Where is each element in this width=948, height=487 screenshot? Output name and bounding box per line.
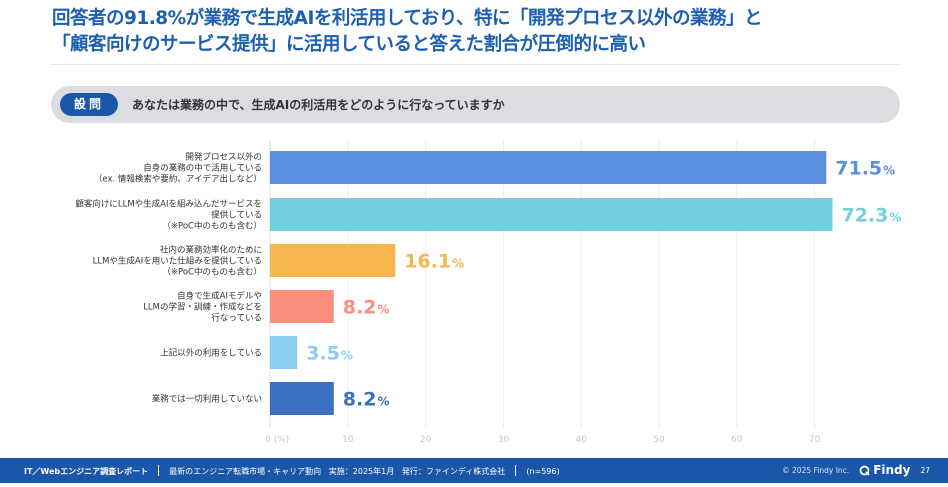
bar: [270, 198, 833, 231]
x-tick-label: 40: [575, 435, 587, 445]
footer-date: 実施：2025年1月: [328, 467, 395, 476]
value-label: 8.2%: [343, 389, 390, 411]
title-divider: [50, 64, 900, 65]
category-label: 顧客向けにLLMや生成AIを組み込んだサービスを提供している（※PoC中のものも…: [75, 199, 262, 232]
value-label: 72.3%: [841, 205, 901, 227]
category-label: 上記以外の利用をしている: [160, 348, 262, 359]
bar: [270, 244, 396, 277]
category-label: 社内の業務効率化のために LLMや生成AIを用いた仕組みを提供している（※PoC中…: [93, 245, 262, 278]
footer-report-title: IT／Webエンジニア調査レポート: [24, 467, 149, 476]
title-line-1: 回答者の91.8%が業務で生成AIを利活用しており、特に「開発プロセス以外の業務…: [52, 8, 763, 29]
x-tick-label: 10: [342, 435, 354, 445]
x-tick-label: 60: [731, 435, 743, 445]
bar: [270, 151, 827, 184]
x-tick-label: 70: [809, 435, 821, 445]
x-tick-label: 50: [653, 435, 665, 445]
bar: [270, 336, 298, 369]
value-label: 16.1%: [404, 251, 464, 273]
value-label: 8.2%: [343, 297, 390, 319]
category-label: 自身で生成AIモデルや LLMの学習・訓練・作成などを行なっている: [143, 291, 262, 324]
footer-divider: [158, 465, 160, 476]
question-text: あなたは業務の中で、生成AIの利活用をどのように行なっていますか: [132, 98, 505, 112]
category-label: 開発プロセス以外の自身の業務の中で活用している（ex. 情報検索や要約、アイデア…: [94, 152, 262, 185]
page-title: 回答者の91.8%が業務で生成AIを利活用しており、特に「開発プロセス以外の業務…: [52, 6, 763, 58]
findy-logo-icon: [859, 465, 870, 476]
x-tick-label: 30: [498, 435, 510, 445]
footer-bar: IT／Webエンジニア調査レポート 最新のエンジニア転職市場・キャリア動向 実施：…: [0, 458, 948, 483]
footer-publisher: 発行：ファインディ株式会社: [401, 467, 506, 476]
footer-sample-size: (n=596): [526, 467, 560, 476]
category-label: 業務では一切利用していない: [152, 394, 262, 405]
bar: [270, 290, 334, 323]
footer-divider: [515, 465, 517, 476]
title-line-2: 「顧客向けのサービス提供」に活用していると答えた割合が圧倒的に高い: [52, 34, 646, 55]
value-label: 3.5%: [306, 343, 353, 365]
page-number: 27: [920, 465, 930, 475]
question-banner: 設問 あなたは業務の中で、生成AIの利活用をどのように行なっていますか: [51, 86, 900, 123]
footer-copyright: © 2025 Findy Inc.: [782, 465, 850, 475]
bar-chart: 0 (%) 10 20 30 40 50 60 70 開発プロセス以外の自身の業務の中で活用して…: [75, 140, 901, 445]
footer-subtitle: 最新のエンジニア転職市場・キャリア動向: [169, 467, 322, 476]
question-badge: 設問: [60, 93, 118, 116]
findy-logo: Findy: [859, 463, 910, 477]
bar: [270, 382, 334, 415]
x-tick-label: 0 (%): [265, 435, 289, 445]
x-tick-label: 20: [420, 435, 432, 445]
findy-logo-text: Findy: [873, 463, 911, 477]
value-label: 71.5%: [835, 158, 895, 180]
